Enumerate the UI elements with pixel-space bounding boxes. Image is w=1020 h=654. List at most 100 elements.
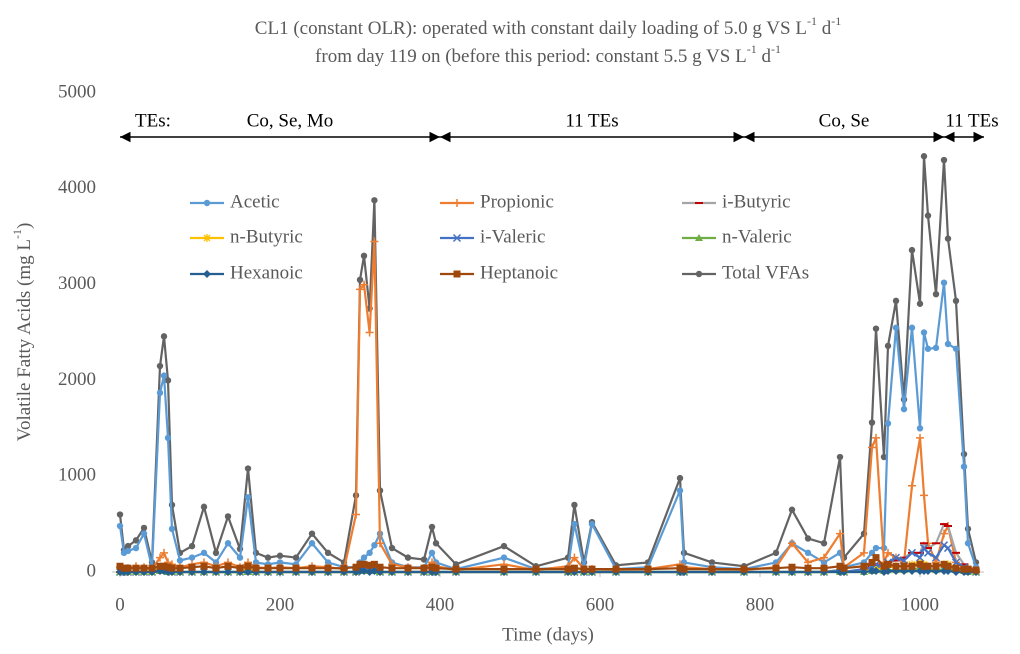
data-point — [160, 548, 168, 557]
data-point — [432, 540, 440, 547]
chart-title-part: -1 — [747, 42, 757, 56]
data-point — [860, 568, 868, 576]
data-point — [203, 199, 211, 207]
legend-label: Acetic — [230, 191, 280, 212]
data-point — [252, 559, 260, 566]
legend-label: Total VFAs — [722, 262, 809, 283]
data-point — [356, 560, 364, 568]
data-point — [820, 553, 828, 562]
y-axis-label-part: -1 — [10, 229, 24, 239]
data-point — [366, 561, 374, 569]
data-point — [292, 564, 300, 572]
data-point — [388, 544, 396, 552]
legend-label: Heptanoic — [480, 262, 558, 283]
data-point — [868, 419, 876, 426]
data-point — [340, 564, 348, 572]
y-axis-label: Volatile Fatty Acids (mg L-1) — [10, 223, 36, 442]
data-point — [872, 325, 880, 332]
data-point — [200, 568, 208, 576]
data-point — [276, 552, 284, 559]
data-point — [772, 564, 780, 572]
data-point — [176, 564, 184, 572]
data-point — [708, 565, 716, 573]
data-point — [836, 453, 844, 461]
data-point — [939, 541, 949, 550]
legend-entry: Acetic — [190, 191, 280, 212]
data-point — [915, 553, 925, 562]
data-point — [116, 511, 124, 518]
series — [116, 554, 980, 574]
data-point — [428, 563, 436, 571]
data-point — [500, 542, 508, 550]
data-point — [376, 563, 384, 571]
data-point — [644, 565, 652, 573]
data-point — [676, 564, 684, 572]
x-tick-label: 1000 — [901, 594, 939, 615]
data-point — [388, 564, 396, 572]
legend-label: Hexanoic — [230, 262, 303, 283]
data-point — [836, 562, 844, 570]
data-point — [404, 564, 412, 572]
data-point — [156, 389, 164, 397]
data-point — [188, 554, 196, 561]
data-point — [370, 560, 378, 568]
data-point — [252, 564, 260, 572]
data-point — [932, 562, 940, 570]
data-point — [680, 565, 688, 573]
legend-entry: n-Butyric — [190, 226, 303, 247]
x-tick-label: 200 — [266, 594, 295, 615]
data-point — [452, 565, 460, 573]
data-point — [188, 563, 196, 571]
data-point — [132, 544, 140, 552]
data-point — [612, 565, 620, 573]
data-point — [676, 487, 684, 494]
legend-entry: Total VFAs — [682, 262, 809, 283]
data-point — [156, 362, 164, 370]
data-point — [244, 562, 252, 570]
y-axis-label-part: Volatile Fatty Acids (mg L — [14, 239, 35, 441]
data-point — [292, 554, 300, 561]
data-point — [244, 568, 252, 576]
data-point — [124, 542, 132, 550]
data-point — [872, 567, 880, 576]
data-point — [212, 564, 220, 572]
data-point — [212, 549, 220, 557]
data-point — [500, 565, 508, 573]
period-label: 11 TEs — [565, 110, 618, 131]
data-point — [264, 554, 272, 561]
data-point — [892, 562, 900, 570]
data-point — [324, 564, 332, 572]
data-point — [160, 333, 168, 340]
data-point — [804, 549, 812, 557]
data-point — [924, 212, 932, 219]
data-point — [924, 562, 932, 570]
data-point — [360, 280, 368, 289]
x-tick-label: 600 — [586, 594, 615, 615]
data-point — [200, 503, 208, 511]
data-point — [370, 237, 379, 246]
data-point — [360, 567, 368, 576]
chart-title-part: d — [757, 46, 772, 67]
data-point — [371, 541, 378, 549]
data-point — [920, 153, 928, 160]
data-point — [116, 522, 124, 530]
data-point — [148, 564, 156, 572]
data-point — [944, 340, 952, 348]
legend-entry: i-Valeric — [440, 226, 545, 247]
data-point — [140, 524, 148, 532]
data-point — [860, 548, 868, 557]
data-point — [168, 525, 176, 533]
data-point — [892, 324, 900, 331]
data-point — [203, 270, 211, 278]
data-point — [880, 562, 888, 570]
data-point — [920, 562, 928, 570]
chart-title-part: from day 119 on (before this period: con… — [315, 46, 747, 67]
data-point — [244, 494, 252, 501]
data-point — [140, 564, 148, 572]
data-point — [570, 553, 579, 562]
y-axis-label-part: ) — [14, 223, 35, 229]
data-point — [532, 565, 540, 573]
data-point — [164, 434, 172, 442]
data-point — [116, 562, 124, 570]
